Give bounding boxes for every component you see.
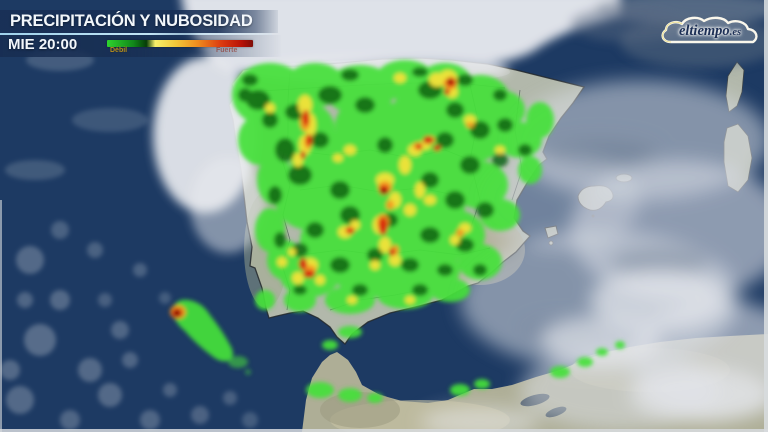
logo-text: eltiempo.es (678, 23, 742, 39)
legend-weak-label: Débil (110, 47, 128, 54)
eltiempo-logo: eltiempo.es (658, 14, 768, 54)
intensity-legend-gradient (107, 40, 253, 47)
header-divider (0, 33, 272, 35)
timestamp-label: MIE 20:00 (8, 36, 78, 53)
frame-edge-bottom (0, 429, 768, 432)
frame-edge-left (0, 200, 2, 432)
legend-strong-label: Fuerte (216, 47, 238, 54)
precipitation-layer (170, 60, 625, 403)
logo-cloud-icon (661, 16, 758, 44)
page-title: PRECIPITACIÓN Y NUBOSIDAD (10, 12, 253, 30)
header-title-bar: PRECIPITACIÓN Y NUBOSIDAD (0, 10, 278, 33)
cumulus-specks (0, 49, 258, 430)
header-time-bar: MIE 20:00 Débil Fuerte (0, 35, 282, 57)
frame-edge-right (764, 0, 768, 432)
